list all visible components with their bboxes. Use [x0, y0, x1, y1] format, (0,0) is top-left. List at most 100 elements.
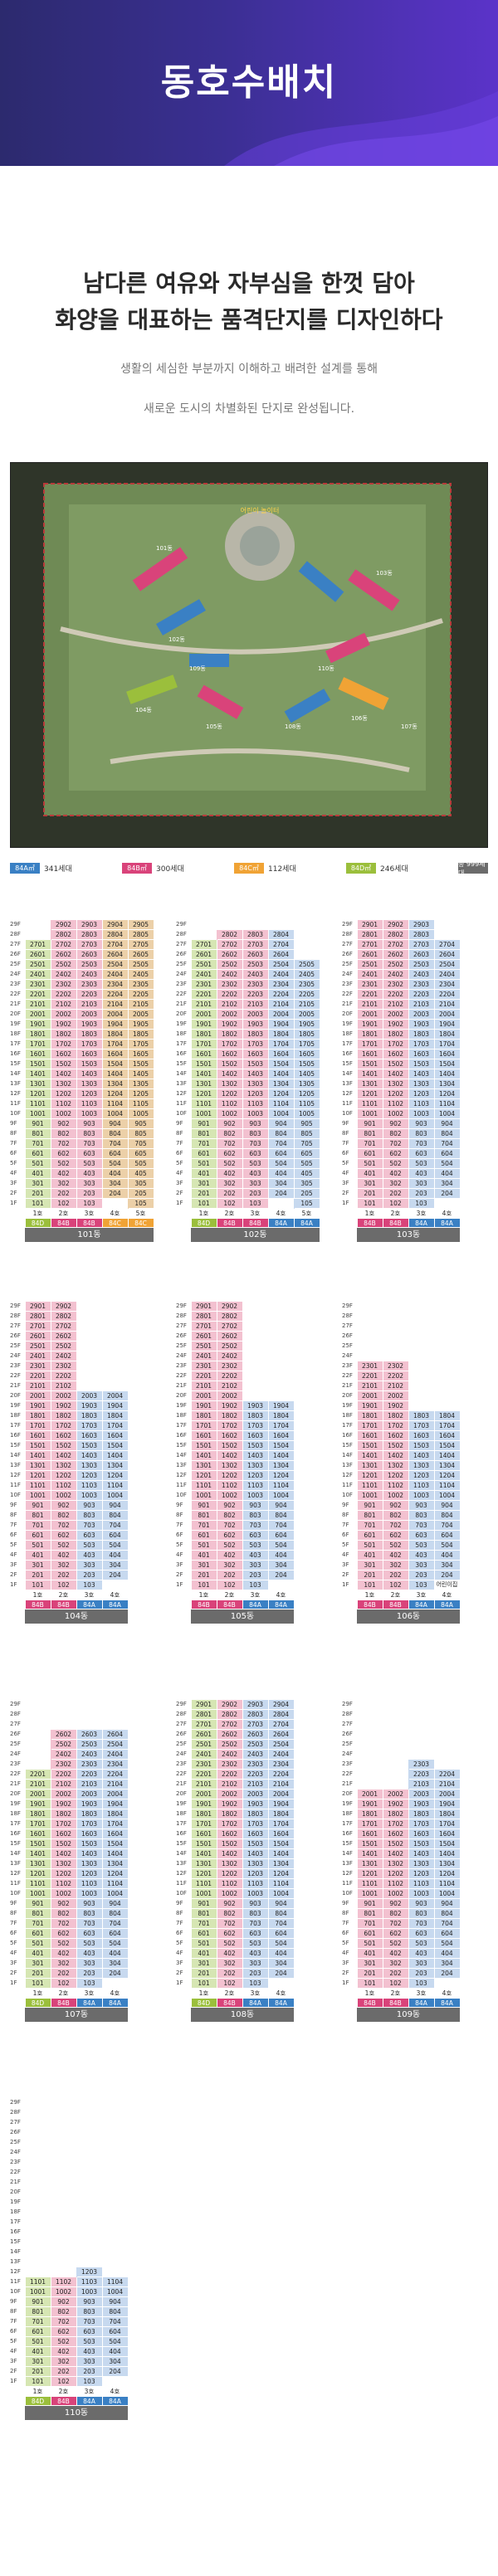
unit-cell: 602 — [50, 1928, 77, 1939]
unit-cell: 605 — [127, 1148, 154, 1159]
unit-cell: 1505 — [127, 1059, 154, 1069]
unit-cell: 1603 — [76, 1829, 103, 1839]
unit-cell: 1503 — [242, 1838, 269, 1849]
unit-cell: 1804 — [101, 1029, 129, 1040]
unit-cell: 803 — [76, 1128, 103, 1139]
empty-cell — [434, 930, 460, 940]
floor-label: 6F — [176, 1150, 183, 1157]
unit-cell: 2004 — [267, 1009, 295, 1020]
floor-label: 15F — [176, 1060, 187, 1067]
unit-cell: 101 — [356, 1198, 383, 1209]
legend-swatch: 84B㎡ — [122, 863, 152, 874]
unit-cell: 2401 — [24, 969, 51, 980]
unit-cell: 2701 — [24, 1321, 51, 1332]
empty-cell — [357, 1770, 383, 1780]
svg-text:104동: 104동 — [135, 707, 152, 713]
unit-cell: 2102 — [216, 999, 243, 1010]
empty-cell — [294, 940, 320, 950]
unit-cell: 1503 — [76, 1059, 103, 1069]
building-name: 106동 — [357, 1609, 460, 1624]
empty-cell — [76, 1710, 102, 1720]
unit-cell: 2704 — [101, 939, 129, 950]
floor-label: 22F — [342, 1372, 353, 1379]
unit-cell: 2302 — [50, 979, 77, 990]
site-plan-illustration: 어린이 놀이터 101동 102동 103동 104동 105동 106동 10… — [11, 463, 487, 847]
unit-cell: 2203 — [76, 1769, 103, 1780]
floor-label: 14F — [10, 2248, 21, 2255]
floor-label: 4F — [176, 1950, 183, 1956]
floor-label: 23F — [342, 1760, 353, 1767]
floor-label: 4F — [342, 1551, 349, 1558]
floor-label: 5F — [10, 1160, 17, 1166]
building-name: 110동 — [25, 2406, 128, 2420]
unit-cell: 1303 — [408, 1079, 435, 1089]
floor-label: 2F — [10, 1970, 17, 1976]
floor-label: 13F — [176, 1080, 187, 1087]
unit-cell: 2801 — [190, 1311, 217, 1322]
unit-type-label: 84A — [408, 1600, 435, 1609]
floor-label: 21F — [342, 1382, 353, 1389]
unit-cell: 803 — [242, 1510, 269, 1521]
unit-cell: 2803 — [76, 929, 103, 940]
unit-cell: 802 — [216, 1510, 243, 1521]
empty-cell — [294, 920, 320, 930]
unit-cell: 2904 — [267, 1699, 295, 1710]
floor-label: 19F — [176, 1020, 187, 1027]
building-104: 29F 2901 2902 28F 2801 2802 27F 2701 2702 26F 2601… — [10, 1301, 129, 1624]
unit-cell: 1302 — [216, 1858, 243, 1869]
empty-cell — [217, 920, 242, 930]
unit-cell: 2601 — [190, 1729, 217, 1740]
floor-label: 1F — [10, 1979, 17, 1986]
unit-cell: 1102 — [50, 1878, 77, 1889]
empty-cell — [434, 1391, 460, 1401]
site-buildings — [126, 547, 400, 723]
unit-cell: 2702 — [216, 939, 243, 950]
floor-label: 23F — [10, 1362, 21, 1369]
floor-label: 22F — [10, 1770, 21, 1777]
unit-cell: 1204 — [267, 1868, 295, 1879]
floor-label: 17F — [176, 1820, 187, 1827]
unit-cell: 803 — [408, 1510, 435, 1521]
unit-cell: 2502 — [216, 1739, 243, 1750]
unit-cell: 202 — [382, 1968, 409, 1979]
unit-cell: 2302 — [382, 1361, 409, 1371]
floor-label: 18F — [342, 1810, 353, 1817]
unit-cell: 204 — [433, 1188, 461, 1199]
unit-cell: 1202 — [50, 1868, 77, 1879]
unit-cell: 1704 — [433, 1819, 461, 1829]
unit-cell: 704 — [433, 1520, 461, 1531]
unit-cell: 2402 — [50, 1749, 77, 1760]
unit-cell: 902 — [382, 1500, 409, 1511]
unit-cell: 2601 — [24, 1331, 51, 1342]
unit-cell: 2003 — [76, 1390, 103, 1401]
floor-label: 11F — [176, 1880, 187, 1887]
unit-cell: 2701 — [24, 939, 51, 950]
floor-label: 28F — [10, 1312, 21, 1319]
floor-label: 10F — [176, 1890, 187, 1897]
unit-cell: 601 — [190, 1928, 217, 1939]
unit-cell: 204 — [101, 1570, 129, 1580]
unit-cell: 1305 — [293, 1079, 320, 1089]
floor-label: 27F — [10, 941, 21, 947]
unit-cell: 504 — [433, 1938, 461, 1949]
unit-cell: 102 — [216, 1580, 243, 1590]
unit-cell: 1303 — [76, 1460, 103, 1471]
unit-cell: 1004 — [267, 1490, 295, 1501]
unit-cell: 2202 — [216, 1371, 243, 1381]
unit-cell: 1801 — [356, 1029, 383, 1040]
unit-cell: 902 — [382, 1898, 409, 1909]
unit-cell: 1102 — [216, 1098, 243, 1109]
empty-cell — [102, 2238, 128, 2247]
unit-cell: 402 — [382, 1948, 409, 1959]
unit-cell: 804 — [101, 2306, 129, 2317]
unit-cell: 1005 — [293, 1108, 320, 1119]
floor-label: 19F — [10, 1800, 21, 1807]
unit-cell: 1402 — [50, 1848, 77, 1859]
unit-cell: 2502 — [50, 959, 77, 970]
unit-cell: 303 — [76, 1560, 103, 1570]
unit-cell: 2904 — [101, 919, 129, 930]
svg-text:101동: 101동 — [156, 545, 173, 552]
floor-label: 22F — [342, 1770, 353, 1777]
floor-label: 18F — [176, 1412, 187, 1419]
building-105: 29F 2901 2902 28F 2801 2802 27F 2701 2702 26F 2601… — [176, 1301, 295, 1624]
